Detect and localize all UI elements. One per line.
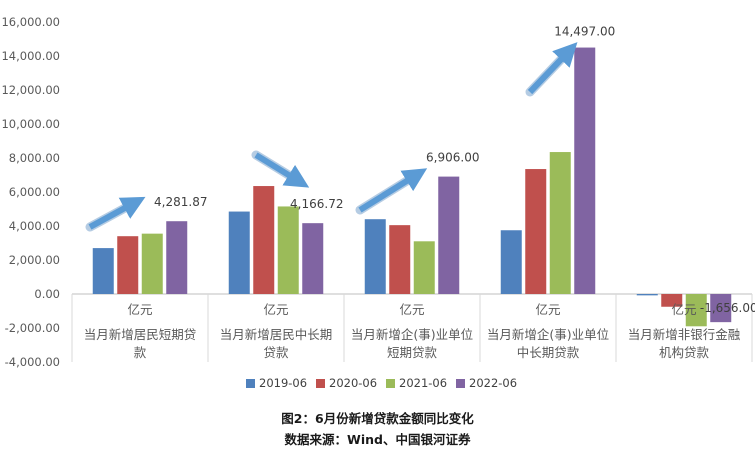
bar-2021-06-3 <box>549 152 571 294</box>
category-label: 机构贷款 <box>659 345 710 360</box>
bar-2020-06-4 <box>661 294 683 307</box>
category-label: 当月新增居民短期贷 <box>84 327 197 342</box>
y-tick-label: -2,000.00 <box>5 321 60 335</box>
bar-2022-06-1 <box>302 223 324 294</box>
data-label-3: 14,497.00 <box>554 25 615 39</box>
y-tick-label: 12,000.00 <box>1 83 60 97</box>
bar-2021-06-1 <box>277 206 299 294</box>
legend-label-1: 2020-06 <box>329 376 377 390</box>
y-tick-label: 4,000.00 <box>9 219 60 233</box>
legend-swatch-0 <box>246 379 255 388</box>
trend-arrow-0 <box>88 196 146 230</box>
bar-2019-06-4 <box>636 294 658 296</box>
y-tick-label: -4,000.00 <box>5 355 60 369</box>
y-tick-label: 0.00 <box>34 287 60 301</box>
data-label-1: 4,166.72 <box>290 197 343 211</box>
category-label: 中长期贷款 <box>517 345 580 360</box>
category-unit-label: 亿元 <box>127 302 152 317</box>
category-label: 当月新增企(事)业单位 <box>487 327 609 342</box>
trend-arrow-3 <box>527 42 578 95</box>
legend-label-3: 2022-06 <box>469 376 517 390</box>
y-tick-label: 8,000.00 <box>9 151 60 165</box>
category-label: 短期贷款 <box>387 345 438 360</box>
category-label: 当月新增企(事)业单位 <box>351 327 473 342</box>
bar-2022-06-3 <box>574 47 596 295</box>
legend-label-2: 2021-06 <box>399 376 447 390</box>
figure-source: 数据来源：Wind、中国银河证券 <box>284 432 471 447</box>
category-label: 贷款 <box>263 345 289 360</box>
bar-2019-06-3 <box>500 230 522 294</box>
bar-2019-06-2 <box>364 219 386 294</box>
bar-2020-06-0 <box>117 236 139 294</box>
bar-2020-06-2 <box>389 225 411 294</box>
data-label-2: 6,906.00 <box>426 151 479 165</box>
category-label: 当月新增非银行金融 <box>628 327 741 342</box>
category-label: 款 <box>134 345 147 360</box>
legend-label-0: 2019-06 <box>259 376 307 390</box>
y-tick-label: 10,000.00 <box>1 117 60 131</box>
legend-swatch-2 <box>386 379 395 388</box>
bar-2020-06-3 <box>525 169 547 294</box>
y-tick-label: 16,000.00 <box>1 15 60 29</box>
y-tick-label: 6,000.00 <box>9 185 60 199</box>
category-unit-label: 亿元 <box>671 302 696 317</box>
bar-2021-06-2 <box>413 241 435 294</box>
legend-swatch-1 <box>316 379 325 388</box>
trend-arrow-1 <box>254 152 310 188</box>
legend-swatch-3 <box>456 379 465 388</box>
bar-2022-06-2 <box>438 176 460 294</box>
category-label: 当月新增居民中长期 <box>220 327 333 342</box>
bar-2021-06-4 <box>685 294 707 327</box>
category-unit-label: 亿元 <box>263 302 288 317</box>
figure-title: 图2：6月份新增贷款金额同比变化 <box>281 411 474 426</box>
bar-2021-06-0 <box>141 233 163 294</box>
data-label-4: -1,656.00 <box>700 301 755 315</box>
category-unit-label: 亿元 <box>399 302 424 317</box>
y-tick-label: 2,000.00 <box>9 253 60 267</box>
bar-2019-06-1 <box>228 211 250 294</box>
bar-2019-06-0 <box>92 248 114 294</box>
data-label-0: 4,281.87 <box>154 195 207 209</box>
bar-2022-06-0 <box>166 221 188 294</box>
bar-2020-06-1 <box>253 186 275 294</box>
trend-arrow-2 <box>358 168 428 213</box>
bar-2022-06-4 <box>710 294 732 323</box>
category-unit-label: 亿元 <box>535 302 560 317</box>
y-tick-label: 14,000.00 <box>1 49 60 63</box>
